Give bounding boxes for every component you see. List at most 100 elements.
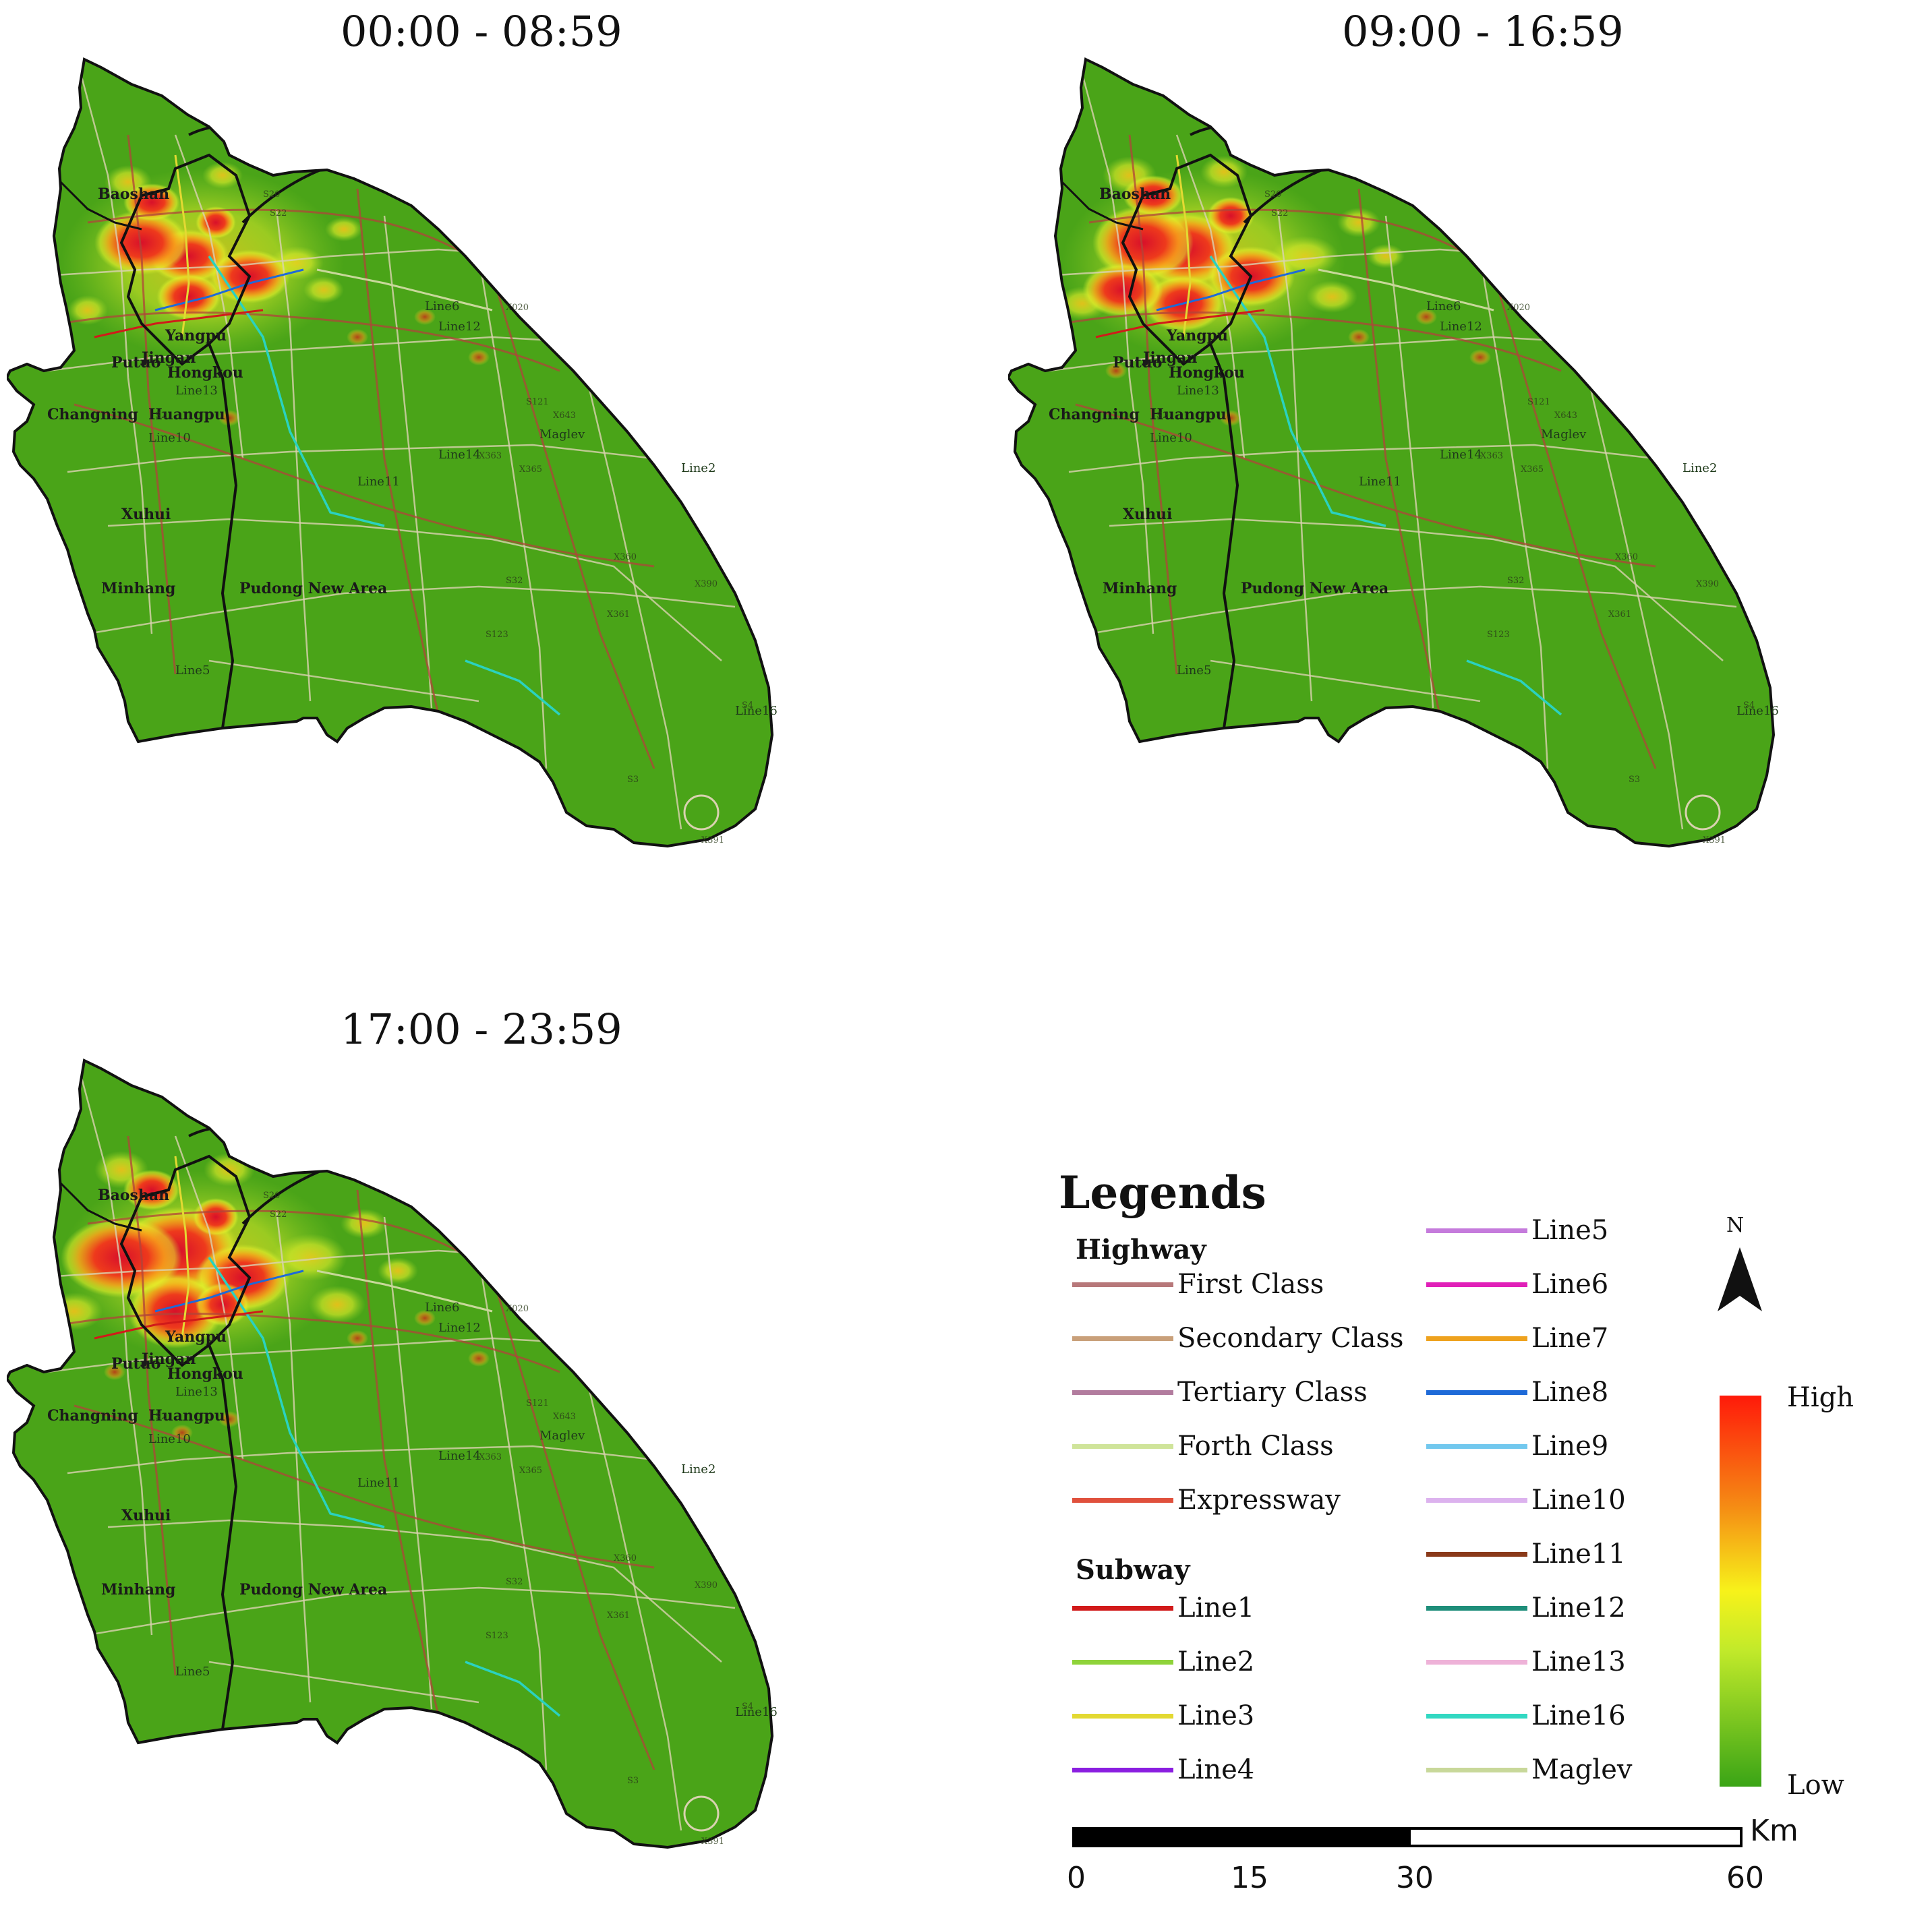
ramp-low-label: Low (1787, 1770, 1844, 1801)
heat-warm-zone (341, 1209, 388, 1238)
subway-maglev (316, 268, 493, 311)
subway-line1 (94, 1310, 264, 1340)
legend-highway-2: Tertiary Class (1072, 1375, 1368, 1409)
heat-spot (347, 1330, 368, 1346)
line-label: Maglev (539, 427, 585, 442)
heat-spot (1415, 309, 1437, 325)
road-label: X391 (701, 1837, 724, 1847)
heat-spot (104, 1364, 125, 1380)
district-label: Pudong New Area (239, 580, 387, 597)
legend-highway-3-label: Forth Class (1177, 1431, 1334, 1462)
district-label: Pudong New Area (1241, 580, 1388, 597)
subway-line16 (208, 256, 385, 527)
road-label: X390 (695, 579, 718, 589)
district-label: Yangpu (1166, 327, 1228, 345)
road-label: S4 (742, 700, 753, 711)
legend-subway-left-1-swatch (1072, 1659, 1173, 1665)
road-line (1081, 73, 1154, 634)
heat-hotspot (193, 1198, 239, 1236)
road-line (477, 256, 548, 769)
road-label: X365 (519, 1466, 542, 1476)
road-label: X391 (1703, 835, 1726, 845)
subway-line1 (94, 309, 264, 338)
legend-highway-4-swatch (1072, 1497, 1173, 1503)
legend-subway-right-3-swatch (1426, 1390, 1527, 1395)
heat-spot (218, 410, 240, 426)
road-line (477, 1257, 548, 1770)
road-label: S121 (1527, 397, 1550, 407)
road-label: S20 (263, 1191, 280, 1201)
subway-line16 (1209, 256, 1386, 527)
road-line (174, 1135, 244, 1460)
subway-line1 (1095, 309, 1265, 338)
line-label: Maglev (539, 1429, 585, 1443)
legend-subway-right-8-label: Line13 (1531, 1646, 1626, 1677)
legend-highway-4-label: Expressway (1177, 1485, 1341, 1516)
line-label: Line16 (1736, 704, 1779, 718)
roundabout (683, 794, 720, 831)
road-label: S32 (506, 1577, 523, 1587)
legend-subway-left-2-swatch (1072, 1713, 1173, 1719)
road-label: S2 (155, 411, 167, 421)
road-line (275, 208, 312, 702)
legend-highway-3: Forth Class (1072, 1429, 1334, 1463)
subway-maglev (1318, 268, 1494, 311)
legend-subway-right-10: Maglev (1426, 1753, 1632, 1787)
line-label: Line14 (1440, 448, 1482, 462)
line-label: Line5 (175, 663, 210, 678)
line-label: Line2 (681, 461, 715, 475)
heat-spot (1105, 363, 1127, 379)
line-label: Line5 (175, 1665, 210, 1679)
scale-tick-0: 0 (1067, 1861, 1086, 1895)
road-label: S121 (526, 1398, 549, 1408)
road-label: X360 (614, 552, 637, 562)
expressway-line (1128, 134, 1178, 675)
legend-subway-left-3: Line4 (1072, 1753, 1254, 1787)
district-label: Hongkou (167, 364, 243, 382)
panel-title-3: 17:00 - 23:59 (341, 1005, 622, 1054)
legend-subway-left-1-label: Line2 (1177, 1646, 1255, 1677)
road-label: X365 (519, 465, 542, 475)
legend-subway-left-2-label: Line3 (1177, 1700, 1255, 1731)
legend-subway-right-9-swatch (1426, 1713, 1527, 1719)
heat-spot (468, 1350, 490, 1367)
legend-subway-right-1-label: Line6 (1531, 1269, 1609, 1300)
district-label: Jingan (1142, 349, 1197, 367)
legend-highway-heading: Highway (1076, 1234, 1206, 1265)
line-label: Line16 (735, 704, 778, 718)
legend-highway-2-label: Tertiary Class (1177, 1377, 1368, 1408)
heat-warm-zone (1337, 208, 1380, 237)
road-label: S121 (526, 397, 549, 407)
legend-highway-0: First Class (1072, 1267, 1324, 1301)
heat-hotspot (156, 274, 221, 320)
road-label: X390 (1696, 579, 1719, 589)
road-label: X020 (506, 303, 529, 313)
scale-bar (1072, 1827, 1743, 1847)
road-label: S22 (1271, 208, 1288, 218)
legend-subway-left-0-swatch (1072, 1605, 1173, 1611)
line-label: Line10 (1150, 431, 1192, 445)
legend-subway-right-7: Line12 (1426, 1591, 1626, 1625)
district-label: Xuhui (121, 506, 171, 523)
district-label: Changning (47, 406, 138, 423)
baoshan-border (1061, 181, 1144, 231)
line-label: Line11 (1359, 475, 1401, 489)
road-label: S4 (1743, 700, 1755, 711)
road-label: X361 (607, 609, 630, 620)
road-line (275, 1210, 312, 1703)
road-line (1277, 208, 1313, 702)
district-label: Changning (47, 1407, 138, 1425)
line-label: Line13 (175, 1385, 218, 1399)
heat-hotspot (123, 1170, 180, 1210)
road-label: X390 (695, 1580, 718, 1590)
line-label: Line14 (438, 1449, 481, 1463)
legend-subway-left-1: Line2 (1072, 1645, 1254, 1679)
road-label: S123 (1487, 630, 1510, 640)
north-label: N (1726, 1214, 1745, 1237)
subway-line16-south (465, 659, 561, 716)
baoshan-border (59, 1182, 142, 1232)
subway-maglev (316, 1270, 493, 1313)
heat-spot (414, 1310, 436, 1326)
road-label: S3 (627, 775, 639, 785)
road-label: S20 (263, 189, 280, 200)
